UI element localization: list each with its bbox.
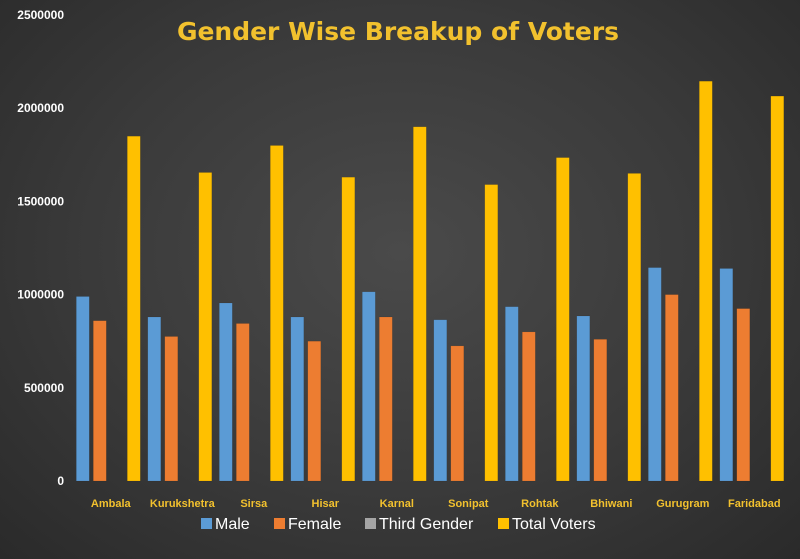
x-tick-label: Karnal bbox=[380, 498, 414, 510]
legend-swatch bbox=[498, 518, 509, 529]
bar-total-voters-sonipat bbox=[484, 184, 499, 482]
legend-label: Male bbox=[215, 516, 250, 533]
bar-total-voters-hisar bbox=[341, 176, 356, 482]
bar-male-karnal bbox=[362, 291, 376, 482]
y-tick-label: 500000 bbox=[24, 381, 64, 395]
bar-group-bhiwani bbox=[576, 173, 642, 482]
x-tick-label: Sonipat bbox=[448, 498, 489, 510]
bar-group-faridabad bbox=[719, 95, 785, 482]
plot-area bbox=[76, 80, 785, 482]
bar-female-kurukshetra bbox=[164, 336, 179, 482]
bar-female-ambala bbox=[93, 320, 107, 482]
bar-total-voters-karnal bbox=[413, 126, 427, 482]
y-tick-label: 1500000 bbox=[17, 194, 64, 208]
x-tick-label: Hisar bbox=[312, 498, 340, 510]
bar-female-faridabad bbox=[736, 308, 751, 482]
legend-swatch bbox=[201, 518, 212, 529]
bar-male-gurugram bbox=[648, 267, 662, 482]
bar-group-gurugram bbox=[648, 80, 713, 482]
bar-female-hisar bbox=[307, 340, 322, 482]
x-tick-label: Ambala bbox=[91, 498, 132, 510]
x-tick-label: Bhiwani bbox=[590, 498, 632, 510]
bar-female-rohtak bbox=[522, 331, 536, 482]
bar-male-sirsa bbox=[219, 302, 233, 482]
x-tick-label: Faridabad bbox=[728, 498, 781, 510]
bar-group-sirsa bbox=[219, 145, 284, 482]
bar-male-hisar bbox=[290, 316, 305, 482]
bar-group-karnal bbox=[362, 126, 427, 482]
bar-female-bhiwani bbox=[593, 339, 608, 482]
legend-item-total-voters: Total Voters bbox=[498, 516, 596, 533]
bar-group-ambala bbox=[76, 135, 141, 482]
x-tick-label: Rohtak bbox=[521, 498, 559, 510]
bar-total-voters-gurugram bbox=[699, 80, 713, 482]
legend-swatch bbox=[365, 518, 376, 529]
y-axis: 0 500000 1000000 1500000 2000000 2500000 bbox=[17, 8, 64, 488]
x-axis: Ambala Kurukshetra Sirsa Hisar Karnal Sonipat… bbox=[91, 498, 781, 510]
bar-female-gurugram bbox=[665, 294, 679, 482]
y-tick-label: 0 bbox=[57, 474, 64, 488]
bar-total-voters-ambala bbox=[127, 135, 141, 482]
bar-male-ambala bbox=[76, 296, 90, 482]
bar-female-karnal bbox=[379, 316, 393, 482]
legend-item-female: Female bbox=[274, 516, 341, 533]
x-tick-label: Gurugram bbox=[656, 498, 709, 510]
bar-male-rohtak bbox=[505, 306, 519, 482]
y-tick-label: 1000000 bbox=[17, 288, 64, 302]
bar-group-kurukshetra bbox=[147, 172, 213, 482]
y-tick-label: 2000000 bbox=[17, 101, 64, 115]
chart-title: Gender Wise Breakup of Voters bbox=[177, 17, 619, 46]
bar-group-rohtak bbox=[505, 157, 570, 482]
x-tick-label: Sirsa bbox=[240, 498, 268, 510]
bar-group-sonipat bbox=[433, 184, 499, 482]
y-tick-label: 2500000 bbox=[17, 8, 64, 22]
bar-total-voters-kurukshetra bbox=[198, 172, 213, 482]
legend-item-male: Male bbox=[201, 516, 250, 533]
bar-female-sirsa bbox=[236, 323, 250, 482]
legend-label: Total Voters bbox=[512, 516, 596, 533]
bar-total-voters-rohtak bbox=[556, 157, 570, 482]
bar-male-kurukshetra bbox=[147, 316, 162, 482]
legend-label: Female bbox=[288, 516, 341, 533]
legend: Male Female Third Gender Total Voters bbox=[201, 516, 596, 533]
bar-male-bhiwani bbox=[576, 315, 591, 482]
legend-label: Third Gender bbox=[379, 516, 474, 533]
bar-total-voters-faridabad bbox=[770, 95, 785, 482]
x-tick-label: Kurukshetra bbox=[150, 498, 216, 510]
bar-female-sonipat bbox=[450, 345, 465, 482]
legend-item-third-gender: Third Gender bbox=[365, 516, 474, 533]
legend-swatch bbox=[274, 518, 285, 529]
bar-group-hisar bbox=[290, 176, 356, 482]
bar-total-voters-sirsa bbox=[270, 145, 284, 482]
bar-male-sonipat bbox=[433, 319, 448, 482]
bar-total-voters-bhiwani bbox=[627, 173, 642, 482]
bar-male-faridabad bbox=[719, 268, 734, 482]
